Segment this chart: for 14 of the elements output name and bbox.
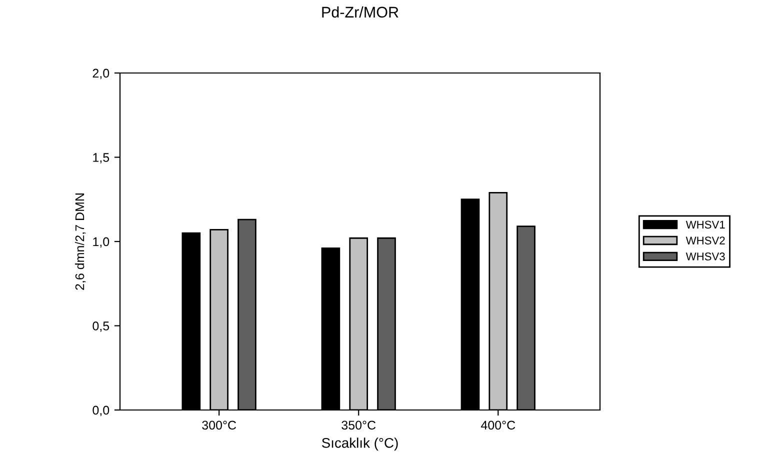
y-tick-label: 0,0 <box>92 406 110 416</box>
x-tick-label: 400°C <box>480 420 516 430</box>
y-tick-label: 2,0 <box>92 68 110 80</box>
y-tick-label: 0,5 <box>92 322 110 332</box>
x-tick-label: 300°C <box>202 420 236 430</box>
y-tick-label: 1,0 <box>93 237 110 248</box>
y-tick-label: 1,5 <box>93 153 110 164</box>
chart-title: Pd-Zr/MOR <box>322 6 398 18</box>
legend-label: WHSV1 <box>686 220 725 229</box>
x-axis-title: Sıcaklık (°C) <box>322 438 398 451</box>
legend-label: WHSV3 <box>686 252 725 260</box>
x-tick-label: 350°C <box>342 420 376 430</box>
y-axis-title: 2,6 dmn/2,7 DMN <box>75 194 86 290</box>
legend-label: WHSV2 <box>686 236 725 244</box>
